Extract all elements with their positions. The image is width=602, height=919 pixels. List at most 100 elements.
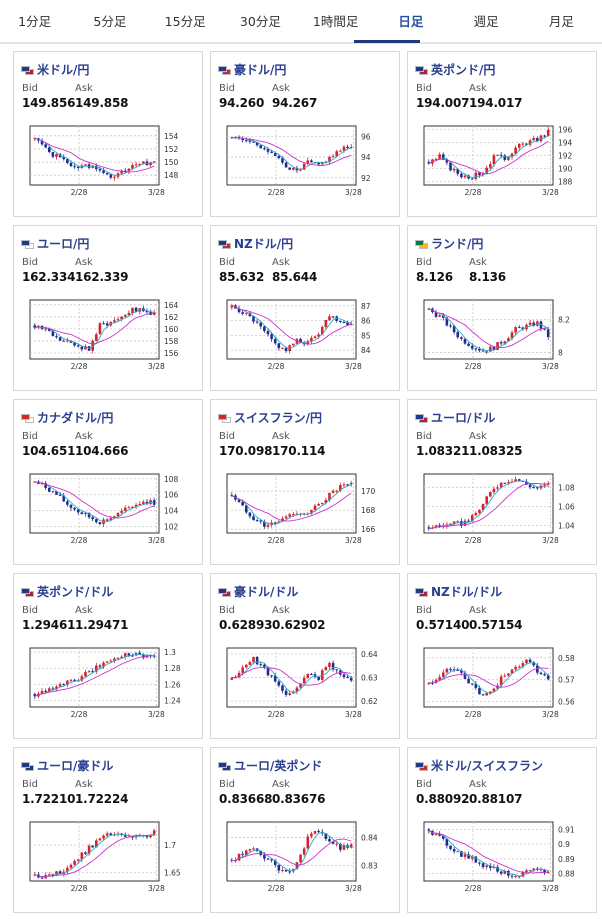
pair-name[interactable]: NZドル/ドル — [431, 585, 503, 599]
candle-body — [123, 315, 127, 317]
candlestick-chart[interactable]: 196 194 192 190 188 2/28 3/28 — [423, 122, 597, 202]
rate-card[interactable]: ユーロ/豪ドル Bid Ask 1.72210 1.72224 1.7 1.65 2/28 3/… — [13, 747, 203, 913]
candlestick-chart[interactable]: 164 162 160 158 156 2/28 3/28 — [29, 296, 203, 376]
card-title[interactable]: ランド/円 — [415, 233, 484, 251]
candle-body — [69, 864, 73, 868]
tab-4[interactable]: 1時間足 — [312, 14, 359, 29]
tab-1[interactable]: 5分足 — [93, 14, 127, 29]
ask-label: Ask — [75, 257, 93, 268]
candlestick-chart[interactable]: 1.08 1.06 1.04 2/28 3/28 — [423, 470, 597, 550]
rate-card[interactable]: ユーロ/円 Bid Ask 162.334 162.339 164 162 160 158 156… — [13, 225, 203, 391]
candlestick-chart[interactable]: 87 86 85 84 2/28 3/28 — [226, 296, 400, 376]
card-title[interactable]: カナダドル/円 — [21, 407, 114, 425]
rate-card[interactable]: NZドル/ドル Bid Ask 0.57140 0.57154 0.58 0.57 0.56 2… — [407, 573, 597, 739]
pair-name[interactable]: カナダドル/円 — [37, 411, 114, 425]
candle-body — [277, 521, 281, 523]
pair-name[interactable]: 米ドル/円 — [37, 63, 90, 77]
candle-body — [514, 479, 517, 482]
candle-body — [438, 154, 441, 159]
candlestick-chart[interactable]: 0.64 0.63 0.62 2/28 3/28 — [226, 644, 400, 724]
candlestick-chart[interactable]: 0.91 0.9 0.89 0.88 2/28 3/28 — [423, 818, 597, 898]
x-tick-label: 2/28 — [71, 710, 88, 719]
pair-name[interactable]: ユーロ/英ポンド — [234, 759, 323, 773]
candle-body — [467, 678, 470, 684]
pair-name[interactable]: 豪ドル/ドル — [234, 585, 299, 599]
ma-slow-line — [34, 655, 155, 697]
card-title[interactable]: ユーロ/英ポンド — [218, 755, 323, 773]
tab-0[interactable]: 1分足 — [18, 14, 52, 29]
pair-name[interactable]: ランド/円 — [431, 237, 484, 251]
candle-body — [463, 175, 467, 178]
candlestick-chart[interactable]: 8.2 8 2/28 3/28 — [423, 296, 597, 376]
candlestick-chart[interactable]: 170 168 166 2/28 3/28 — [226, 470, 400, 550]
candle-body — [478, 509, 481, 514]
card-title[interactable]: 米ドル/スイスフラン — [415, 755, 544, 773]
card-title[interactable]: NZドル/円 — [218, 233, 294, 251]
card-title[interactable]: ユーロ/ドル — [415, 407, 496, 425]
candlestick-chart[interactable]: 1.7 1.65 2/28 3/28 — [29, 818, 203, 898]
card-title[interactable]: ユーロ/円 — [21, 233, 90, 251]
candle-body — [277, 864, 281, 871]
pair-name[interactable]: ユーロ/ドル — [431, 411, 496, 425]
candle-body — [342, 674, 346, 677]
card-title[interactable]: ユーロ/豪ドル — [21, 755, 114, 773]
rate-card[interactable]: カナダドル/円 Bid Ask 104.651 104.666 108 106 104 102 2… — [13, 399, 203, 565]
tab-3[interactable]: 30分足 — [239, 14, 281, 29]
card-title[interactable]: NZドル/ドル — [415, 581, 503, 599]
pair-name[interactable]: 豪ドル/円 — [234, 63, 287, 77]
candle-body — [255, 520, 259, 522]
card-title[interactable]: 豪ドル/円 — [218, 59, 287, 77]
candlestick-chart[interactable]: 96 94 92 2/28 3/28 — [226, 122, 400, 202]
ma-slow-line — [231, 838, 352, 866]
rate-card[interactable]: ランド/円 Bid Ask 8.126 8.136 8.2 8 2/28 3/28 — [407, 225, 597, 391]
tab-6[interactable]: 週足 — [473, 14, 499, 29]
pair-name[interactable]: 米ドル/スイスフラン — [431, 759, 544, 773]
candlestick-chart[interactable]: 108 106 104 102 2/28 3/28 — [29, 470, 203, 550]
tab-2[interactable]: 15分足 — [164, 14, 206, 29]
candlestick-chart[interactable]: 1.3 1.28 1.26 1.24 2/28 3/28 — [29, 644, 203, 724]
candle-body — [76, 166, 80, 168]
rate-card[interactable]: NZドル/円 Bid Ask 85.632 85.644 87 86 85 84 2/28 3/28 — [210, 225, 400, 391]
rate-card[interactable]: ユーロ/ドル Bid Ask 1.08321 1.08325 1.08 1.06 1.04 2/… — [407, 399, 597, 565]
pair-name[interactable]: ユーロ/円 — [37, 237, 90, 251]
pair-name[interactable]: 英ポンド/ドル — [37, 585, 114, 599]
ma-slow-line — [428, 308, 549, 348]
tab-5[interactable]: 日足 — [398, 14, 424, 29]
candlestick-chart[interactable]: 0.58 0.57 0.56 2/28 3/28 — [423, 644, 597, 724]
rate-card[interactable]: 豪ドル/円 Bid Ask 94.260 94.267 96 94 92 2/28 3/28 — [210, 51, 400, 217]
tab-7[interactable]: 月足 — [548, 14, 574, 29]
candle-body — [113, 516, 116, 519]
candle-body — [277, 156, 281, 159]
candle-body — [284, 690, 288, 695]
card-title[interactable]: スイスフラン/円 — [218, 407, 323, 425]
rate-card[interactable]: スイスフラン/円 Bid Ask 170.098 170.114 170 168 166 2/2… — [210, 399, 400, 565]
pair-name[interactable]: NZドル/円 — [234, 237, 294, 251]
candlestick-chart[interactable]: 154 152 150 148 2/28 3/28 — [29, 122, 203, 202]
candle-body — [120, 656, 123, 659]
card-title[interactable]: 米ドル/円 — [21, 59, 90, 77]
rate-card[interactable]: 米ドル/円 Bid Ask 149.856 149.858 154 152 150 148 2/2… — [13, 51, 203, 217]
x-tick-label: 2/28 — [465, 536, 482, 545]
rate-card[interactable]: 英ポンド/ドル Bid Ask 1.29461 1.29471 1.3 1.28 1.26 1.… — [13, 573, 203, 739]
rate-card[interactable]: 英ポンド/円 Bid Ask 194.007 194.017 196 194 192 190 18… — [407, 51, 597, 217]
card-title[interactable]: 豪ドル/ドル — [218, 581, 299, 599]
candlestick-chart[interactable]: 0.84 0.83 2/28 3/28 — [226, 818, 400, 898]
y-tick-label: 166 — [361, 525, 376, 534]
candle-body — [328, 492, 331, 500]
pair-name[interactable]: 英ポンド/円 — [431, 63, 496, 77]
card-title[interactable]: 英ポンド/円 — [415, 59, 496, 77]
plot-frame — [29, 125, 160, 186]
rate-card[interactable]: ユーロ/英ポンド Bid Ask 0.83668 0.83676 0.84 0.83 2/28… — [210, 747, 400, 913]
pair-name[interactable]: スイスフラン/円 — [234, 411, 323, 425]
pair-name[interactable]: ユーロ/豪ドル — [37, 759, 114, 773]
candle-body — [80, 346, 84, 350]
candle-body — [441, 315, 445, 318]
candle-body — [76, 859, 80, 861]
rate-card[interactable]: 豪ドル/ドル Bid Ask 0.62893 0.62902 0.64 0.63 0.62 2/… — [210, 573, 400, 739]
bid-value: 170.098 — [219, 444, 273, 458]
candle-body — [55, 336, 58, 338]
rate-card[interactable]: 米ドル/スイスフラン Bid Ask 0.88092 0.88107 0.91 0.9 0.8… — [407, 747, 597, 913]
candle-body — [47, 874, 51, 876]
card-title[interactable]: 英ポンド/ドル — [21, 581, 114, 599]
candle-body — [517, 143, 521, 148]
